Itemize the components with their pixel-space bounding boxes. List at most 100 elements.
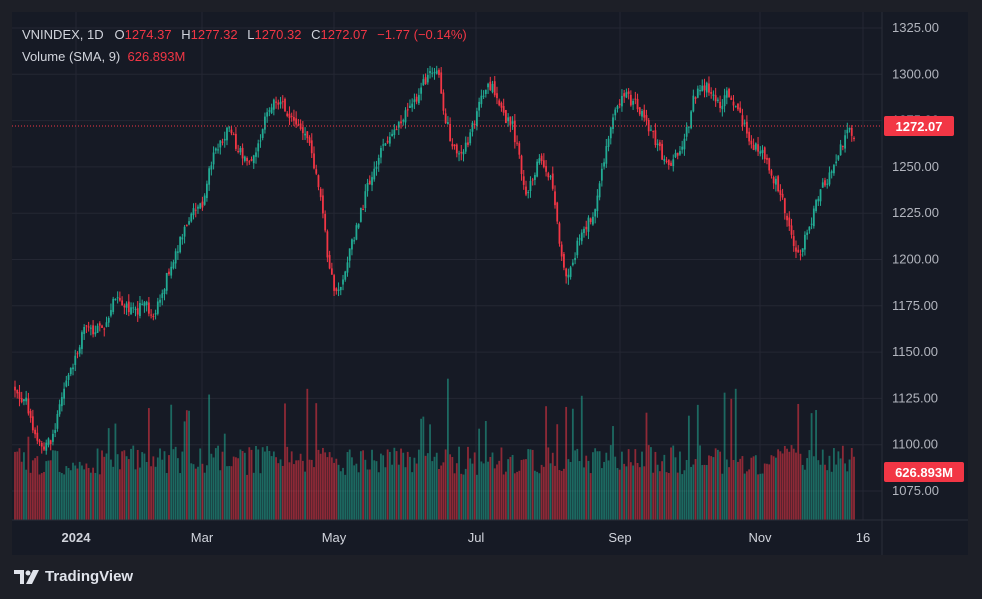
candle-body xyxy=(712,94,715,96)
volume-bar xyxy=(324,452,327,520)
volume-bar xyxy=(85,463,88,520)
candle-body xyxy=(766,157,768,160)
volume-bar xyxy=(728,467,730,520)
volume-bar xyxy=(663,454,666,520)
volume-bar xyxy=(826,470,829,520)
candle-body xyxy=(239,148,242,153)
candle-body xyxy=(804,234,806,250)
volume-bar xyxy=(315,403,318,520)
volume-bar xyxy=(176,458,179,520)
candle-body xyxy=(484,89,487,95)
volume-bar xyxy=(710,456,713,520)
candle-body xyxy=(763,147,766,160)
volume-bar xyxy=(339,471,342,520)
volume-bar xyxy=(290,451,293,520)
candle-body xyxy=(757,144,759,152)
candle-body xyxy=(101,325,103,328)
candle-body xyxy=(192,208,195,216)
volume-bar xyxy=(27,436,30,520)
volume-bar xyxy=(172,449,175,520)
candle-body xyxy=(828,172,831,185)
candle-body xyxy=(58,404,61,415)
volume-bar xyxy=(152,456,155,520)
volume-bar xyxy=(455,463,458,520)
chart-frame[interactable]: 1325.001300.001275.001250.001225.001200.… xyxy=(12,12,968,555)
candle-body xyxy=(496,93,498,99)
volume-bar xyxy=(489,456,492,520)
candle-body xyxy=(837,155,840,160)
candle-body xyxy=(781,193,784,198)
candle-body xyxy=(438,69,440,76)
volume-bar xyxy=(395,451,398,520)
volume-bar xyxy=(505,471,507,520)
candle-body xyxy=(853,137,855,140)
candle-body xyxy=(478,101,481,111)
volume-bar xyxy=(199,448,202,520)
candle-body xyxy=(219,140,222,148)
candle-body xyxy=(176,251,179,253)
volume-bar xyxy=(243,452,246,520)
symbol-label[interactable]: VNINDEX, 1D xyxy=(22,27,104,42)
candle-body xyxy=(125,303,128,308)
volume-bar xyxy=(712,457,715,520)
candle-body xyxy=(409,105,411,109)
volume-bar xyxy=(255,445,257,520)
low-label: L xyxy=(247,27,255,42)
volume-bar xyxy=(433,456,436,520)
volume-bar xyxy=(277,463,280,520)
candle-body xyxy=(330,268,333,275)
candle-body xyxy=(826,183,829,185)
volume-bar xyxy=(853,456,855,520)
volume-bar xyxy=(130,448,132,520)
volume-bar xyxy=(634,449,637,520)
volume-bar xyxy=(36,456,39,520)
tradingview-logo[interactable]: TradingView xyxy=(14,568,133,585)
candle-body xyxy=(703,85,706,91)
candle-body xyxy=(632,101,634,105)
volume-bar xyxy=(598,451,601,520)
volume-bar xyxy=(197,466,199,520)
candle-body xyxy=(404,110,407,123)
candlestick-chart[interactable]: 1325.001300.001275.001250.001225.001200.… xyxy=(12,12,968,555)
volume-bar xyxy=(192,464,195,520)
volume-bar xyxy=(118,469,121,520)
volume-bar xyxy=(737,461,739,520)
candle-body xyxy=(127,301,130,313)
candle-body xyxy=(154,313,157,315)
candle-body xyxy=(279,101,282,105)
candle-body xyxy=(569,267,572,277)
candle-body xyxy=(580,232,583,242)
volume-bar xyxy=(609,445,612,520)
change-value: −1.77 (−0.14%) xyxy=(377,27,467,42)
volume-bar xyxy=(72,462,74,520)
volume-bar xyxy=(322,447,324,520)
candle-body xyxy=(250,159,253,161)
candle-body xyxy=(467,142,469,145)
volume-bar xyxy=(643,466,646,520)
volume-bar xyxy=(739,458,742,520)
volume-bar xyxy=(264,451,266,520)
volume-bar xyxy=(230,466,233,520)
volume-bar xyxy=(83,469,86,520)
volume-bar xyxy=(154,466,157,520)
volume-bar xyxy=(507,459,510,520)
volume-bar xyxy=(284,403,286,520)
candle-body xyxy=(246,157,248,161)
volume-bar xyxy=(308,459,311,520)
candle-body xyxy=(692,95,695,112)
volume-bar xyxy=(670,447,672,520)
volume-bar xyxy=(205,465,208,520)
candle-body xyxy=(284,98,286,112)
candle-body xyxy=(344,271,347,280)
volume-bar xyxy=(790,445,793,520)
volume-bar xyxy=(275,457,277,520)
volume-label[interactable]: Volume (SMA, 9) xyxy=(22,49,121,64)
volume-bar xyxy=(183,421,186,520)
candle-body xyxy=(49,440,52,445)
candle-body xyxy=(643,109,646,118)
candle-body xyxy=(38,440,41,443)
candle-body xyxy=(420,87,423,94)
volume-bar xyxy=(719,451,722,520)
volume-bar xyxy=(92,467,94,520)
candle-body xyxy=(792,236,795,246)
